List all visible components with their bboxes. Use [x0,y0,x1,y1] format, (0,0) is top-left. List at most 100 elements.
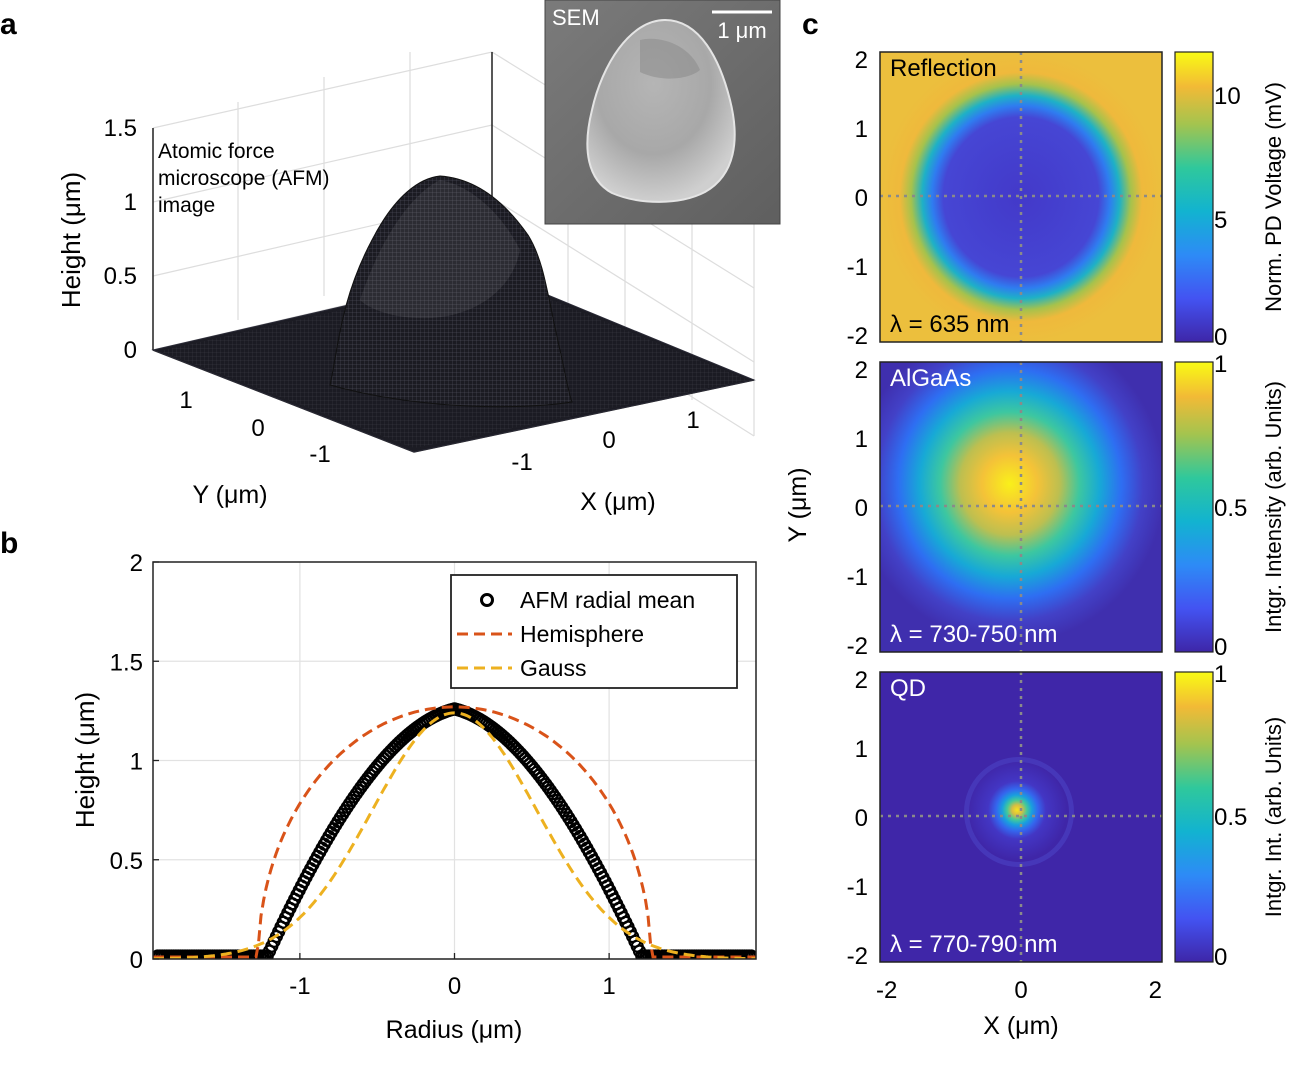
c-y-tick-label: 0 [855,495,868,522]
afm-z-tick: 0 [124,337,137,364]
c-y-tick-label: -1 [847,874,868,901]
c-y-tick-label: 2 [855,667,868,694]
b-legend-label: Gauss [520,655,586,681]
afm-x-tick: 1 [686,407,699,434]
c-y-tick-label: 1 [855,736,868,763]
afm-x-ticks: -1 0 1 [511,407,699,476]
colorbar-tick: 5 [1214,207,1227,234]
b-x-axis-label: Radius (μm) [386,1016,523,1044]
afm-y-axis-label: Y (μm) [192,481,267,509]
afm-z-tick: 1.5 [104,115,137,142]
colorbar-qd [1174,671,1214,963]
sem-scalebar-label: 1 μm [717,18,766,43]
afm-annotation-line: image [158,194,215,217]
b-y-axis-label: Height (μm) [70,692,100,828]
c-y-tick-label: 2 [855,47,868,74]
colorbar-ticks: 1 0.5 0 [1214,351,1247,661]
c-y-tick-label: 0 [855,805,868,832]
afm-z-tick: 0.5 [104,263,137,290]
heatmap-qd-spot [969,762,1069,862]
colorbar-tick: 0 [1214,944,1227,971]
c-x-tick-label: 0 [1014,977,1027,1004]
c-ticks: -2 -1 0 1 2 -2 -1 0 1 2 -2 -1 0 1 2 -2 0 2 [847,47,1162,1004]
panel-label-b: b [0,527,18,560]
panel-label-a: a [0,8,17,41]
colorbar-tick: 0.5 [1214,495,1247,522]
heatmap-frame [879,361,1163,653]
colorbar-tick: 0 [1214,634,1227,661]
afm-y-ticks: 1 0 -1 [179,387,330,468]
b-legend-label: Hemisphere [520,621,644,647]
c-y-tick-label: -2 [847,323,868,350]
b-legend: AFM radial mean Hemisphere Gauss [450,574,738,689]
sem-image-frame [544,0,781,225]
c-y-tick-label: -2 [847,943,868,970]
b-x-tick-label: 0 [448,973,461,1000]
afm-dome-surface [329,175,573,408]
colorbar-ticks: 1 0.5 0 [1214,661,1247,971]
sem-inset: SEM 1 μm [544,0,781,225]
c-x-tick-label: -2 [876,977,897,1004]
sem-pillar-texture [640,38,700,79]
b-y-tick-label: 0.5 [110,848,143,875]
b-legend-marker-afm [480,593,494,607]
heatmap-reflection: Reflection λ = 635 nm 10 5 0 Norm. PD Vo… [879,51,1286,351]
colorbar-label: Intgr. Intensity (arb. Units) [1261,381,1286,633]
afm-dome-shading [360,180,520,319]
afm-x-tick: -1 [511,449,532,476]
afm-annotation-line: microscope (AFM) [158,167,330,190]
c-x-axis-label: X (μm) [983,1012,1059,1040]
heatmap-algaas: AlGaAs λ = 730-750 nm 1 0.5 0 Intgr. Int… [879,351,1286,661]
afm-z-ticks: 0 0.5 1 1.5 [104,115,137,364]
b-y-tick-label: 1 [130,749,143,776]
afm-y-tick: 0 [251,415,264,442]
colorbar-label: Norm. PD Voltage (mV) [1261,82,1286,312]
heatmap-title: Reflection [890,55,997,82]
c-y-tick-label: 1 [855,426,868,453]
colorbar-algaas [1174,361,1214,653]
afm-annotation: Atomic force microscope (AFM) image [158,140,330,217]
heatmap-qd: QD λ = 770-790 nm 1 0.5 0 Intgr. Int. (a… [879,661,1286,971]
colorbar-tick: 1 [1214,351,1227,378]
heatmap-wavelength: λ = 635 nm [890,311,1009,338]
b-series-gauss [153,711,756,959]
panel-label-c: c [802,8,819,41]
colorbar-label: Intgr. Int. (arb. Units) [1261,717,1286,918]
heatmap-wavelength: λ = 770-790 nm [890,931,1057,958]
heatmap-wavelength: λ = 730-750 nm [890,621,1057,648]
b-afm-point [744,949,756,959]
b-series [153,702,756,959]
afm-x-axis-label: X (μm) [580,488,656,516]
colorbar-tick: 0.5 [1214,804,1247,831]
radial-profile-plot: -1 0 1 0 0.5 1 1.5 2 Radius (μm) Height (μm) AF… [70,550,757,1044]
c-y-tick-label: 2 [855,357,868,384]
c-y-tick-label: 1 [855,116,868,143]
c-y-tick-label: 0 [855,185,868,212]
afm-z-tick: 1 [124,189,137,216]
afm-3d-plot: 0 0.5 1 1.5 1 0 -1 -1 0 1 Height (μm) Y … [56,0,781,516]
c-y-tick-label: -2 [847,633,868,660]
b-x-tick-label: 1 [602,973,615,1000]
b-y-tick-label: 0 [130,947,143,974]
afm-x-tick: 0 [602,427,615,454]
afm-annotation-line: Atomic force [158,140,275,163]
heatmaps-panel: Reflection λ = 635 nm 10 5 0 Norm. PD Vo… [784,47,1286,1040]
c-y-axis-label: Y (μm) [784,467,812,542]
b-y-tick-label: 2 [130,550,143,577]
colorbar-reflection [1174,51,1214,343]
afm-z-axis-label: Height (μm) [56,172,86,308]
b-y-tick-label: 1.5 [110,649,143,676]
heatmap-title: QD [890,675,926,702]
b-series-afm-radial-mean [153,702,756,959]
b-series-hemisphere [153,705,756,959]
c-y-tick-label: -1 [847,254,868,281]
afm-y-tick: -1 [309,441,330,468]
colorbar-ticks: 10 5 0 [1214,83,1241,351]
heatmap-frame [879,671,1163,963]
sem-label: SEM [552,5,600,30]
colorbar-tick: 0 [1214,324,1227,351]
colorbar-tick: 1 [1214,661,1227,688]
b-ticks: -1 0 1 0 0.5 1 1.5 2 [110,550,616,1000]
heatmap-frame [879,51,1163,343]
